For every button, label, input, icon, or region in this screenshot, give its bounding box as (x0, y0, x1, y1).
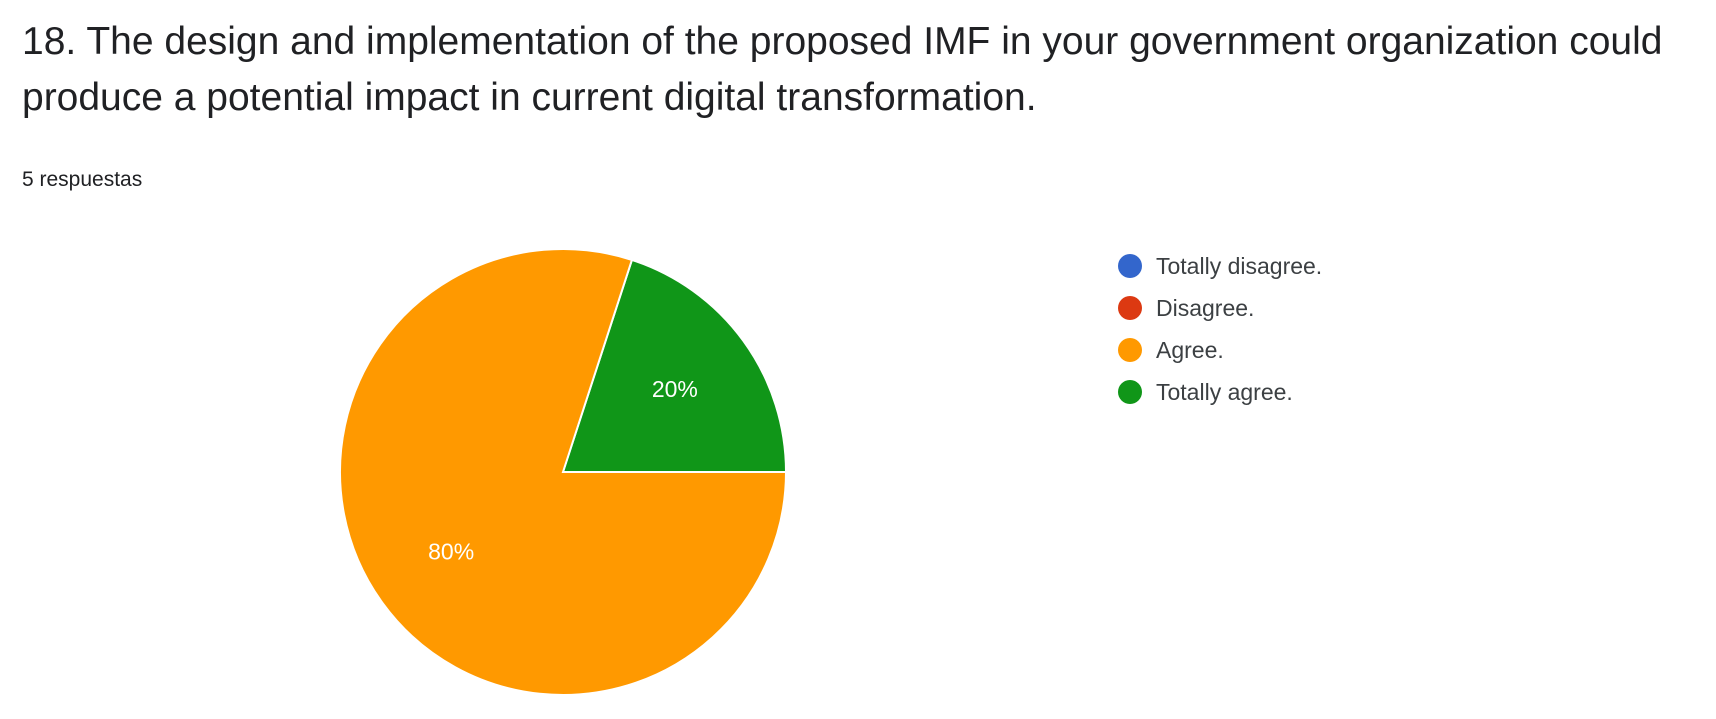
question-title: 18. The design and implementation of the… (22, 20, 1663, 119)
legend-item-totally-agree[interactable]: Totally agree. (1118, 371, 1322, 413)
legend-item-agree[interactable]: Agree. (1118, 329, 1322, 371)
legend-swatch-icon (1118, 296, 1142, 320)
legend-label: Totally disagree. (1156, 252, 1323, 279)
legend-swatch-icon (1118, 338, 1142, 362)
legend-item-totally-disagree[interactable]: Totally disagree. (1118, 245, 1322, 287)
slice-label-agree: 80% (428, 538, 474, 564)
legend-swatch-icon (1118, 254, 1142, 278)
legend-item-disagree[interactable]: Disagree. (1118, 287, 1322, 329)
pie-slice-totally-agree (561, 258, 788, 473)
response-count: 5 respuestas (22, 168, 143, 191)
pie-slice-agree (339, 248, 788, 696)
legend-label: Disagree. (1156, 294, 1255, 321)
legend-label: Agree. (1156, 336, 1224, 363)
slice-label-totally-agree: 20% (652, 376, 698, 402)
chart-legend: Totally disagree. Disagree. Agree. Totally … (1118, 245, 1322, 413)
pie-labels: 20% 80% (428, 376, 698, 565)
legend-swatch-icon (1118, 380, 1142, 404)
legend-label: Totally agree. (1156, 378, 1293, 405)
pie-slices (339, 248, 788, 696)
